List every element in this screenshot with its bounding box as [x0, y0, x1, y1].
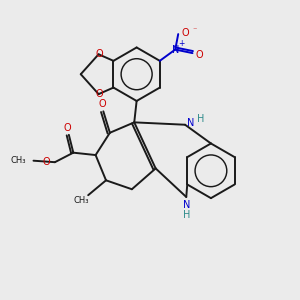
Text: O: O	[182, 28, 190, 38]
Text: ⁻: ⁻	[192, 26, 197, 34]
Text: N: N	[187, 118, 194, 128]
Text: CH₃: CH₃	[74, 196, 89, 205]
Text: O: O	[95, 49, 103, 59]
Text: O: O	[98, 99, 106, 109]
Text: O: O	[42, 158, 50, 167]
Text: H: H	[197, 114, 204, 124]
Text: O: O	[64, 123, 71, 133]
Text: O: O	[195, 50, 203, 60]
Text: H: H	[183, 210, 190, 220]
Text: O: O	[95, 89, 103, 99]
Text: N: N	[183, 200, 190, 210]
Text: N: N	[172, 44, 179, 55]
Text: CH₃: CH₃	[11, 156, 26, 165]
Text: +: +	[178, 39, 185, 48]
